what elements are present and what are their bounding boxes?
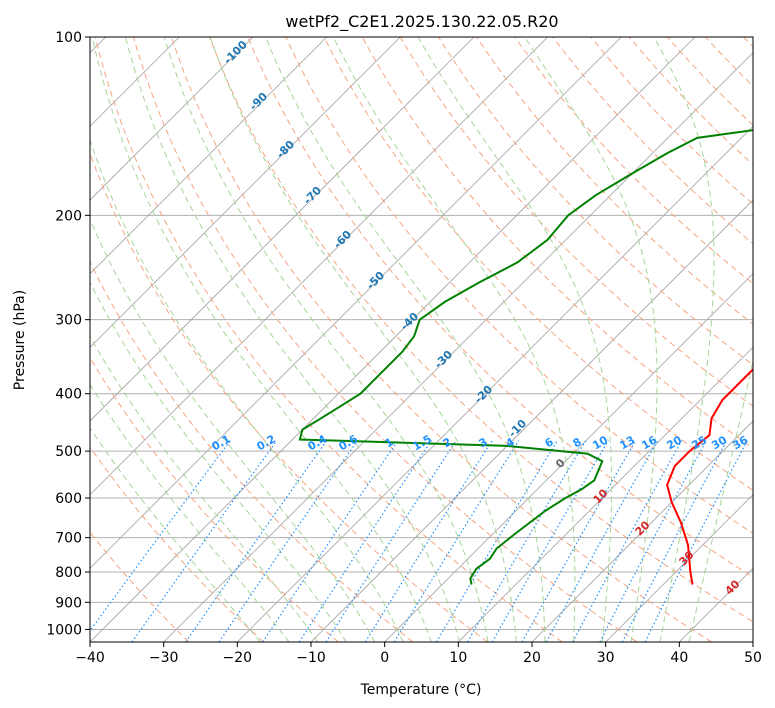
mixing-ratio-line — [435, 440, 558, 642]
dry-adiabat-line — [514, 37, 753, 285]
moist-adiabat-line — [209, 37, 517, 642]
isotherm-line — [90, 37, 254, 201]
moist-adiabat-line — [688, 358, 753, 642]
mixing-ratio-line — [621, 440, 728, 642]
x-tick-label: −30 — [149, 650, 179, 666]
x-tick-label: 10 — [449, 650, 467, 666]
y-tick-label: 1000 — [46, 622, 82, 638]
dry-adiabat-line — [90, 260, 414, 642]
y-tick-label: 200 — [55, 208, 82, 224]
x-axis-ticks: −40 −30 −20 −10 0 10 20 30 40 50 — [75, 642, 762, 666]
x-tick-label: 20 — [523, 650, 541, 666]
mixing-ratio-line — [90, 440, 231, 632]
x-tick-label: 0 — [380, 650, 389, 666]
moist-adiabat-line — [653, 37, 715, 642]
moist-adiabat-line — [90, 335, 319, 642]
temperature-trace — [666, 367, 753, 585]
x-tick-label: −20 — [223, 650, 253, 666]
dry-adiabat-line — [628, 37, 753, 166]
moist-adiabat-line — [524, 37, 658, 642]
y-tick-label: 600 — [55, 491, 82, 507]
plot-frame — [89, 36, 754, 643]
y-axis-ticks: 100 200 300 400 500 600 700 800 900 1000 — [46, 30, 90, 638]
isotherm-line — [752, 641, 753, 642]
y-tick-label: 400 — [55, 387, 82, 403]
mixing-ratio-line — [466, 440, 587, 642]
dry-adiabat-line — [323, 37, 753, 491]
x-tick-label: 30 — [597, 650, 615, 666]
isotherm-line — [237, 125, 753, 642]
isotherm-line — [90, 37, 475, 422]
isotherm-line — [163, 52, 753, 642]
moist-adiabat-line — [90, 281, 347, 642]
profile-traces — [298, 129, 753, 585]
y-tick-label: 500 — [55, 444, 82, 460]
dewpoint-trace — [298, 129, 753, 585]
mixing-ratio-line — [644, 440, 748, 642]
mixing-ratio-line — [491, 440, 609, 642]
moist-adiabat-line — [163, 37, 489, 642]
moist-adiabat-line — [417, 37, 612, 642]
mixing-ratio-line — [521, 440, 637, 642]
moist-adiabat-line — [90, 383, 290, 642]
background-lines — [90, 37, 753, 642]
plot-background — [90, 37, 753, 642]
y-tick-label: 800 — [55, 565, 82, 581]
isotherm-line — [605, 494, 753, 642]
dry-adiabat-line — [399, 37, 753, 407]
moist-adiabat-line — [265, 37, 546, 642]
x-tick-label: −10 — [296, 650, 326, 666]
mixing-ratio-line — [393, 440, 520, 642]
mixing-ratio-line — [185, 440, 328, 642]
isotherm-line — [90, 37, 327, 275]
y-axis-label: Pressure (hPa) — [12, 290, 28, 390]
dry-adiabat-line — [94, 37, 563, 642]
dry-adiabat-line — [90, 446, 264, 642]
isotherm-line — [531, 420, 753, 642]
y-tick-label: 700 — [55, 531, 82, 547]
isotherm-line — [90, 37, 622, 569]
mixing-ratio-line — [262, 440, 399, 642]
isotherm-line — [458, 346, 753, 642]
moist-adiabat-line — [91, 37, 432, 642]
isotherm-line — [90, 37, 548, 496]
x-axis-label: Temperature (°C) — [360, 682, 482, 698]
y-tick-label: 300 — [55, 313, 82, 329]
moist-adiabat-line — [90, 217, 376, 642]
y-tick-label: 900 — [55, 595, 82, 611]
y-tick-label: 100 — [55, 30, 82, 46]
dry-adiabat-line — [209, 37, 753, 623]
x-tick-label: −40 — [75, 650, 105, 666]
moist-adiabat-line — [90, 427, 261, 642]
dry-adiabat-line — [132, 37, 638, 642]
x-tick-label: 50 — [744, 650, 762, 666]
mixing-ratio-line — [599, 440, 707, 642]
dry-adiabat-line — [476, 37, 753, 325]
chart-title: wetPf2_C2E1.2025.130.22.05.R20 — [285, 12, 558, 32]
isotherm-line — [90, 37, 696, 642]
mixing-ratio-line — [298, 440, 432, 642]
mixing-ratio-line — [131, 440, 278, 642]
moist-adiabat-line — [125, 37, 461, 642]
x-tick-label: 40 — [670, 650, 688, 666]
isotherm-line — [384, 273, 753, 642]
dry-adiabat-line — [247, 37, 753, 578]
mixing-ratio-line — [218, 440, 358, 642]
isotherm-line — [90, 37, 401, 348]
dry-adiabat-line — [361, 37, 753, 449]
